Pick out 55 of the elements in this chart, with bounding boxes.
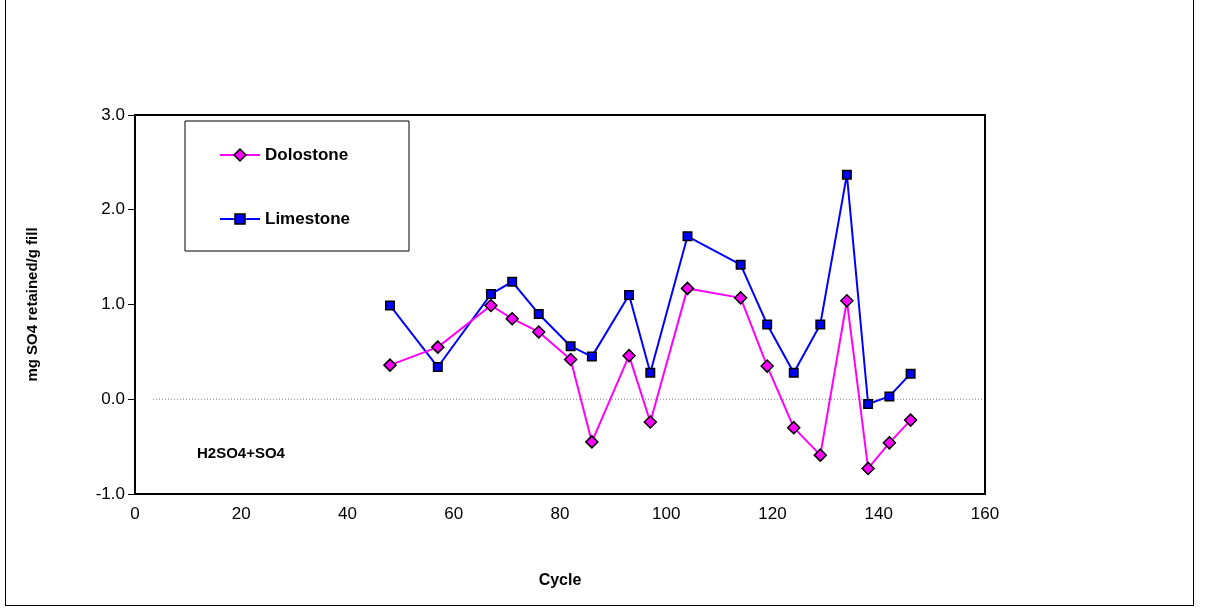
point — [431, 340, 445, 354]
point — [682, 231, 693, 242]
annotation: H2SO4+SO4 — [197, 444, 286, 462]
point — [565, 341, 576, 352]
point — [645, 367, 656, 378]
point — [762, 319, 773, 330]
x-tick-label: 100 — [652, 503, 681, 523]
x-tick-label: 40 — [338, 503, 357, 523]
x-tick-label: 0 — [130, 503, 140, 523]
point — [385, 300, 395, 311]
point — [884, 391, 895, 402]
point — [861, 461, 875, 476]
point — [532, 325, 546, 339]
y-axis-title: mg SO4 retained/g fill — [23, 227, 41, 382]
point — [903, 413, 918, 427]
x-tick-label: 140 — [864, 503, 893, 523]
point — [643, 415, 658, 429]
point — [507, 276, 518, 287]
point — [533, 308, 544, 319]
point — [788, 367, 799, 378]
y-tick-label: 2.0 — [101, 199, 125, 219]
point — [787, 420, 801, 435]
point — [432, 362, 443, 373]
point — [622, 348, 636, 363]
point — [505, 311, 519, 326]
point — [813, 448, 828, 462]
y-tick-label: 1.0 — [101, 294, 125, 314]
x-tick-label: 120 — [758, 503, 787, 523]
y-tick-label: 0.0 — [101, 388, 125, 408]
point — [863, 399, 874, 409]
y-tick-label: 3.0 — [101, 104, 125, 124]
point — [680, 281, 695, 296]
point — [882, 436, 897, 450]
point — [760, 359, 774, 373]
y-tick-label: -1.0 — [95, 483, 125, 503]
point — [586, 351, 597, 362]
point — [840, 293, 854, 308]
legend-label: Limestone — [265, 208, 351, 228]
point — [563, 352, 578, 367]
point — [733, 291, 748, 305]
point — [624, 290, 635, 301]
point — [484, 298, 498, 313]
point — [841, 169, 852, 180]
point — [815, 319, 826, 330]
point — [383, 358, 397, 372]
x-tick-label: 160 — [970, 503, 1000, 523]
x-axis-title: Cycle — [538, 570, 582, 588]
point — [585, 435, 599, 449]
x-tick-label: 60 — [444, 503, 464, 523]
point — [485, 289, 496, 300]
point — [905, 368, 916, 379]
x-tick-label: 80 — [550, 503, 570, 523]
point — [735, 259, 746, 270]
legend-label: Dolostone — [265, 144, 349, 164]
x-tick-label: 20 — [231, 503, 251, 523]
